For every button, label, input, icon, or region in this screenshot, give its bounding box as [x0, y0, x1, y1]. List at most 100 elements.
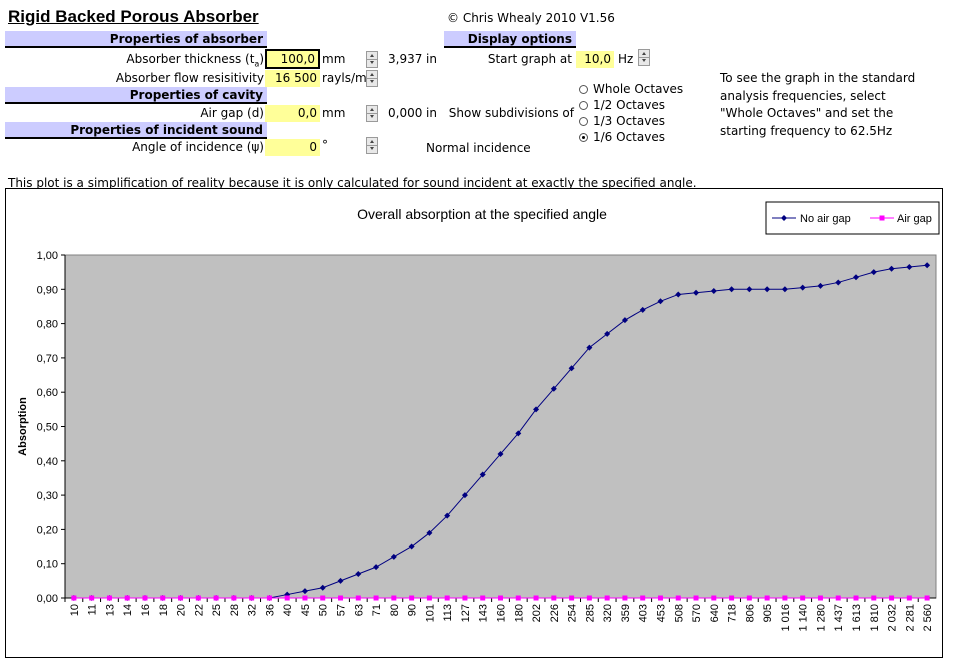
y-tick-label: 1,00: [37, 250, 58, 262]
data-point-air-gap: [551, 595, 557, 601]
x-tick-label: 359: [620, 604, 632, 622]
data-point-air-gap: [693, 595, 699, 601]
incident-section-header: Properties of incident sound: [5, 122, 267, 139]
x-tick-label: 1 613: [851, 604, 863, 632]
subdivisions-radio-group: Whole Octaves 1/2 Octaves 1/3 Octaves 1/…: [579, 81, 683, 145]
help-note-line: "Whole Octaves" and set the: [720, 106, 894, 120]
data-point-air-gap: [622, 595, 628, 601]
data-point-air-gap: [266, 595, 272, 601]
spinner-down-icon[interactable]: [367, 79, 377, 86]
data-point-air-gap: [871, 595, 877, 601]
data-point-air-gap: [284, 595, 290, 601]
radio-half-octaves[interactable]: 1/2 Octaves: [579, 97, 683, 113]
legend-label-no-air-gap: No air gap: [800, 213, 851, 225]
data-point-no-air-gap: [764, 286, 771, 293]
spinner-up-icon[interactable]: [367, 138, 377, 145]
spinner-down-icon[interactable]: [639, 58, 649, 65]
x-tick-label: 570: [691, 604, 703, 622]
start-graph-unit: Hz: [618, 52, 634, 66]
spinner-up-icon[interactable]: [367, 71, 377, 78]
data-point-no-air-gap: [479, 471, 486, 478]
start-graph-input[interactable]: 10,0: [576, 51, 614, 68]
data-point-no-air-gap: [533, 406, 540, 413]
data-point-air-gap: [373, 595, 379, 601]
radio-button-selected-icon[interactable]: [579, 133, 588, 142]
data-point-no-air-gap: [675, 291, 682, 298]
x-tick-label: 18: [158, 604, 170, 616]
x-tick-label: 57: [336, 604, 348, 616]
x-tick-label: 10: [69, 604, 81, 616]
radio-third-octaves[interactable]: 1/3 Octaves: [579, 113, 683, 129]
x-tick-label: 113: [442, 604, 454, 622]
radio-button-icon[interactable]: [579, 85, 588, 94]
airgap-unit: mm: [322, 106, 346, 120]
x-tick-label: 806: [744, 604, 756, 622]
spinner-down-icon[interactable]: [367, 114, 377, 121]
data-point-air-gap: [302, 595, 308, 601]
radio-sixth-octaves[interactable]: 1/6 Octaves: [579, 129, 683, 145]
copyright-text: © Chris Whealy 2010 V1.56: [447, 11, 615, 25]
x-tick-label: 1 280: [815, 604, 827, 632]
data-point-air-gap: [249, 595, 255, 601]
data-point-no-air-gap: [799, 284, 806, 291]
data-point-air-gap: [675, 595, 681, 601]
legend-marker-no-air-gap: [781, 215, 787, 221]
start-graph-spinner[interactable]: [638, 49, 650, 66]
data-point-air-gap: [800, 595, 806, 601]
spinner-down-icon[interactable]: [367, 146, 377, 153]
x-tick-label: 508: [673, 604, 685, 622]
data-point-air-gap: [515, 595, 521, 601]
data-point-air-gap: [889, 595, 895, 601]
airgap-spinner[interactable]: [366, 105, 378, 122]
x-tick-label: 453: [655, 604, 667, 622]
data-point-no-air-gap: [586, 344, 593, 351]
y-tick-label: 0,60: [37, 387, 58, 399]
x-tick-label: 22: [193, 604, 205, 616]
y-tick-label: 0,40: [37, 456, 58, 468]
spinner-up-icon[interactable]: [367, 106, 377, 113]
x-tick-label: 11: [87, 604, 99, 615]
data-point-air-gap: [480, 595, 486, 601]
data-point-air-gap: [586, 595, 592, 601]
spinner-up-icon[interactable]: [639, 50, 649, 57]
data-point-air-gap: [195, 595, 201, 601]
data-point-no-air-gap: [337, 577, 344, 584]
radio-button-icon[interactable]: [579, 101, 588, 110]
x-tick-label: 101: [424, 604, 436, 622]
resistivity-spinner[interactable]: [366, 70, 378, 87]
page-title: Rigid Backed Porous Absorber: [8, 7, 259, 26]
y-tick-label: 0,30: [37, 490, 58, 502]
radio-whole-octaves[interactable]: Whole Octaves: [579, 81, 683, 97]
angle-spinner[interactable]: [366, 137, 378, 154]
y-tick-label: 0,50: [37, 422, 58, 434]
data-point-no-air-gap: [835, 279, 842, 286]
spinner-up-icon[interactable]: [367, 52, 377, 59]
x-tick-label: 1 437: [833, 604, 845, 632]
data-point-air-gap: [391, 595, 397, 601]
thickness-spinner[interactable]: [366, 51, 378, 68]
x-tick-label: 45: [300, 604, 312, 616]
airgap-label: Air gap (d): [200, 106, 264, 120]
data-point-no-air-gap: [301, 588, 308, 595]
airgap-input[interactable]: 0,0: [265, 105, 320, 122]
x-tick-label: 16: [140, 604, 152, 616]
data-point-air-gap: [817, 595, 823, 601]
data-point-air-gap: [160, 595, 166, 601]
help-note-line: analysis frequencies, select: [720, 88, 886, 103]
data-point-no-air-gap: [390, 553, 397, 560]
angle-input[interactable]: 0: [265, 139, 320, 156]
data-point-air-gap: [569, 595, 575, 601]
x-tick-label: 36: [264, 604, 276, 616]
x-tick-label: 2 032: [887, 604, 899, 632]
spinner-down-icon[interactable]: [367, 60, 377, 67]
x-tick-label: 71: [371, 604, 383, 616]
thickness-input[interactable]: 100,0: [265, 49, 320, 69]
data-point-air-gap: [320, 595, 326, 601]
radio-button-icon[interactable]: [579, 117, 588, 126]
data-point-air-gap: [426, 595, 432, 601]
data-point-no-air-gap: [426, 529, 433, 536]
x-tick-label: 180: [513, 604, 525, 622]
thickness-unit: mm: [322, 52, 346, 66]
data-point-no-air-gap: [693, 289, 700, 296]
resistivity-input[interactable]: 16 500: [265, 70, 320, 87]
